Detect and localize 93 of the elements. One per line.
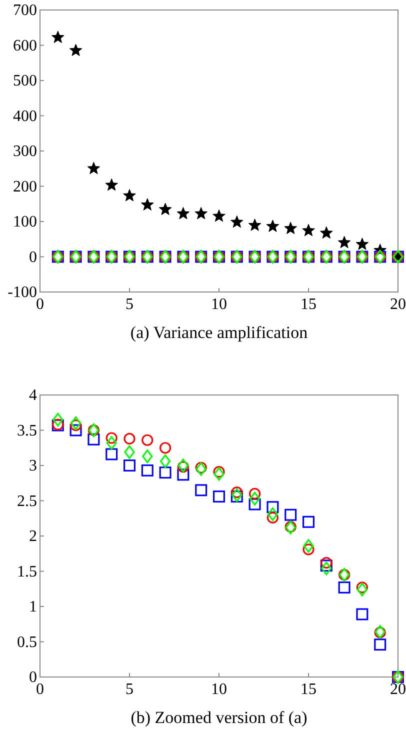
point <box>51 30 64 44</box>
point <box>248 498 261 510</box>
point <box>176 206 190 220</box>
y-tick-label: 2 <box>29 528 37 545</box>
point <box>321 562 332 576</box>
point <box>195 462 207 474</box>
point <box>123 189 136 202</box>
x-tick-label: 5 <box>126 296 134 313</box>
point <box>124 445 135 459</box>
point <box>232 488 242 502</box>
y-tick-label: 300 <box>13 143 37 160</box>
y-tick-label: -100 <box>8 284 37 301</box>
point <box>230 490 243 503</box>
y-tick-label: 3 <box>29 458 37 474</box>
point <box>356 608 368 620</box>
point <box>266 220 280 232</box>
point <box>213 490 225 503</box>
point <box>249 488 261 500</box>
y-tick-label: 4 <box>29 387 37 404</box>
point <box>356 582 368 596</box>
y-tick-label: 100 <box>13 214 37 230</box>
point <box>338 236 351 248</box>
point <box>124 460 136 472</box>
point <box>124 432 136 445</box>
point <box>106 436 117 450</box>
point <box>88 433 100 446</box>
point <box>284 508 297 521</box>
point <box>302 516 314 528</box>
point <box>356 238 369 250</box>
x-tick-label: 10 <box>211 296 227 313</box>
text: (b) Zoomed version of (a) <box>130 708 308 727</box>
y-tick-label: 0.5 <box>17 634 37 651</box>
point <box>70 416 82 430</box>
text: (a) Variance amplification <box>130 323 308 342</box>
y-tick-label: 200 <box>13 178 37 196</box>
point <box>160 442 172 454</box>
y-tick-label: 500 <box>13 72 37 90</box>
point <box>69 44 82 56</box>
x-tick-label: 20 <box>390 296 406 313</box>
point <box>267 507 278 521</box>
y-tick-label: 1 <box>29 598 37 616</box>
x-tick-label: 15 <box>300 296 316 313</box>
point <box>158 202 172 216</box>
point <box>213 466 225 478</box>
point <box>87 162 100 174</box>
point <box>177 461 189 473</box>
point <box>105 178 118 191</box>
y-tick-label: 0 <box>29 669 37 686</box>
y-tick-label: 3.5 <box>17 422 37 440</box>
y-tick-label: 600 <box>13 37 37 54</box>
point <box>250 492 260 506</box>
y-tick-label: 400 <box>13 108 37 125</box>
point <box>320 226 333 239</box>
point <box>338 581 350 594</box>
y-tick-label: 0 <box>29 248 37 266</box>
point <box>70 420 82 432</box>
point <box>142 434 154 446</box>
point <box>160 454 171 468</box>
point <box>195 484 208 496</box>
point <box>196 462 206 476</box>
point <box>374 638 386 651</box>
point <box>141 464 154 476</box>
y-tick-label: 700 <box>13 2 37 19</box>
point <box>106 432 118 444</box>
point <box>320 560 332 572</box>
point <box>214 467 224 481</box>
point <box>248 218 262 231</box>
x-tick-label: 10 <box>211 681 227 698</box>
point <box>302 544 314 556</box>
x-tick-label: 15 <box>300 681 316 698</box>
point <box>303 539 314 553</box>
point <box>178 458 188 472</box>
point <box>140 198 154 210</box>
point <box>266 501 279 514</box>
point <box>142 450 153 464</box>
x-tick-label: 5 <box>126 681 134 698</box>
y-tick-label: 1.5 <box>17 563 37 580</box>
point <box>159 466 172 479</box>
point <box>266 512 278 524</box>
point <box>212 209 226 222</box>
point <box>302 224 315 236</box>
y-tick-label: 2.5 <box>17 492 37 510</box>
point <box>356 582 368 594</box>
point <box>284 222 298 234</box>
point <box>52 412 64 426</box>
point <box>70 424 82 436</box>
point <box>194 206 208 220</box>
point <box>106 448 118 460</box>
point <box>177 468 190 481</box>
point <box>231 486 243 498</box>
x-tick-label: 20 <box>390 681 406 698</box>
point <box>320 556 332 569</box>
point <box>230 215 244 228</box>
